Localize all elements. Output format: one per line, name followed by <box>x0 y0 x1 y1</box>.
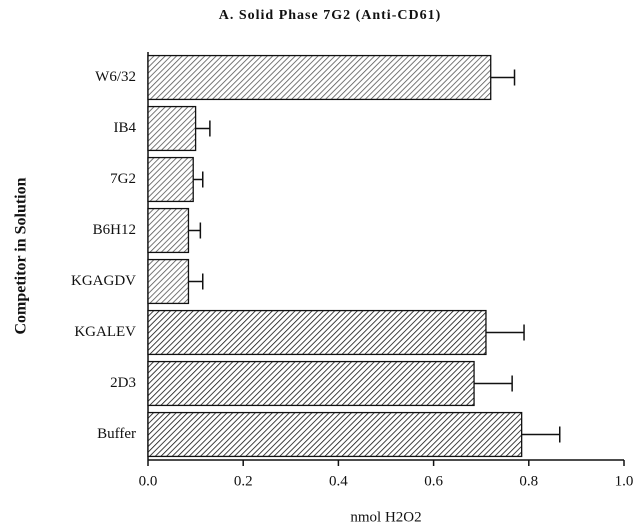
bar <box>147 105 197 152</box>
bar <box>147 360 475 407</box>
x-tick-label: 0.8 <box>519 473 538 489</box>
bar <box>147 54 492 101</box>
y-tick-label: 2D3 <box>110 375 136 391</box>
x-tick-label: 0.0 <box>139 473 158 489</box>
x-tick-label: 0.6 <box>424 473 443 489</box>
y-tick-label: B6H12 <box>93 222 136 238</box>
x-tick-label: 0.4 <box>329 473 348 489</box>
y-tick-label: Buffer <box>97 426 136 442</box>
bar <box>147 258 190 305</box>
bar <box>147 309 487 356</box>
y-axis-label: Competitor in Solution <box>13 177 30 334</box>
y-tick-label: KGAGDV <box>71 273 136 289</box>
x-tick-label: 1.0 <box>615 473 634 489</box>
y-tick-label: KGALEV <box>74 324 136 340</box>
x-axis-label: nmol H2O2 <box>350 509 421 525</box>
chart-title: A. Solid Phase 7G2 (Anti-CD61) <box>219 8 442 23</box>
bar <box>147 207 190 254</box>
y-tick-label: W6/32 <box>95 69 136 85</box>
bar <box>147 411 523 458</box>
y-tick-label: 7G2 <box>110 171 136 187</box>
bar <box>147 156 194 203</box>
y-tick-label: IB4 <box>114 120 137 136</box>
x-tick-label: 0.2 <box>234 473 253 489</box>
